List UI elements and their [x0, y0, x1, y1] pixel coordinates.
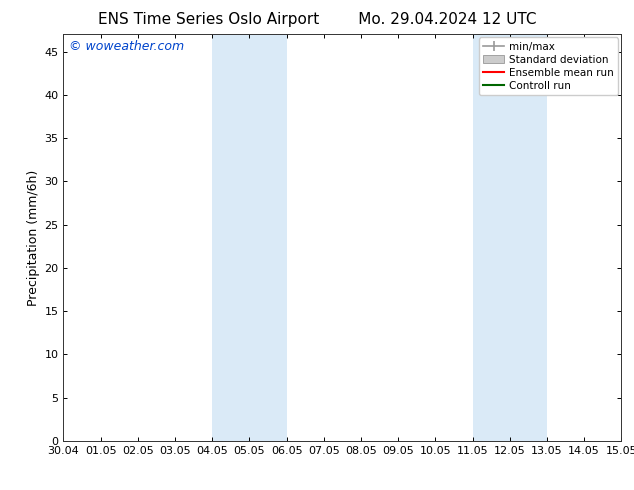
Bar — [212, 34, 287, 441]
Text: © woweather.com: © woweather.com — [69, 40, 184, 53]
Bar — [472, 34, 547, 441]
Y-axis label: Precipitation (mm/6h): Precipitation (mm/6h) — [27, 170, 40, 306]
Legend: min/max, Standard deviation, Ensemble mean run, Controll run: min/max, Standard deviation, Ensemble me… — [479, 37, 618, 95]
Text: ENS Time Series Oslo Airport        Mo. 29.04.2024 12 UTC: ENS Time Series Oslo Airport Mo. 29.04.2… — [98, 12, 536, 27]
